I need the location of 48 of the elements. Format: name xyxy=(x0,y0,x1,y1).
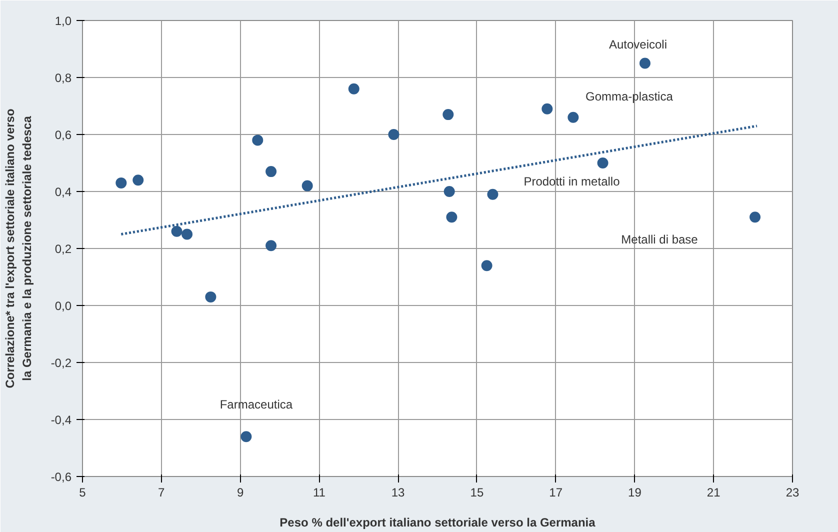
y-tick-label: 0,4 xyxy=(54,185,72,199)
point xyxy=(252,134,264,146)
y-tick-label: 0,2 xyxy=(54,242,72,256)
annotation: Autoveicoli xyxy=(608,37,667,52)
point xyxy=(266,166,277,178)
y-tick-label: -0,6 xyxy=(50,470,72,484)
y-tick-label: -0,2 xyxy=(50,356,72,370)
x-tick-label: 17 xyxy=(549,486,563,500)
y-tick-label: -0,4 xyxy=(50,413,72,427)
x-tick-label: 19 xyxy=(628,486,642,500)
point xyxy=(182,228,193,240)
point xyxy=(487,188,498,200)
point xyxy=(205,291,216,302)
point xyxy=(542,103,553,114)
y-axis-title: Correlazione* tra l'export settoriale italiano verso la Germania e la produzione settoriale tedesca xyxy=(3,108,34,388)
x-tick-label: 21 xyxy=(706,486,721,500)
x-tick-label: 15 xyxy=(470,486,484,500)
annotation: Prodotti in metallo xyxy=(524,174,620,188)
annotation: Metalli di base xyxy=(621,232,698,246)
point xyxy=(388,129,400,140)
point xyxy=(444,186,455,197)
annotation: Gomma-plastica xyxy=(586,89,674,104)
point xyxy=(240,431,252,442)
point xyxy=(750,212,761,223)
x-tick-label: 23 xyxy=(786,486,800,500)
point xyxy=(132,174,144,186)
x-tick-label: 9 xyxy=(236,486,244,500)
point xyxy=(348,83,360,94)
point xyxy=(302,180,313,192)
y-tick-label: 1,0 xyxy=(54,14,72,28)
x-axis-title: Peso % dell'export italiano settoriale verso la Germania xyxy=(280,516,596,530)
point xyxy=(442,109,454,120)
point xyxy=(446,212,458,223)
annotation: Farmaceutica xyxy=(220,398,293,412)
x-tick-label: 7 xyxy=(158,486,166,500)
point xyxy=(171,226,182,237)
x-tick-label: 13 xyxy=(391,486,406,500)
y-tick-label: 0,0 xyxy=(54,299,72,313)
point xyxy=(266,240,277,252)
point xyxy=(639,58,650,69)
x-tick-label: 5 xyxy=(79,486,86,500)
y-tick-label: 0,8 xyxy=(54,71,72,85)
x-tick-label: 11 xyxy=(312,486,326,500)
point xyxy=(568,112,579,123)
point xyxy=(597,158,608,168)
point xyxy=(116,177,127,188)
point xyxy=(481,260,492,272)
y-tick-label: 0,6 xyxy=(54,128,72,142)
